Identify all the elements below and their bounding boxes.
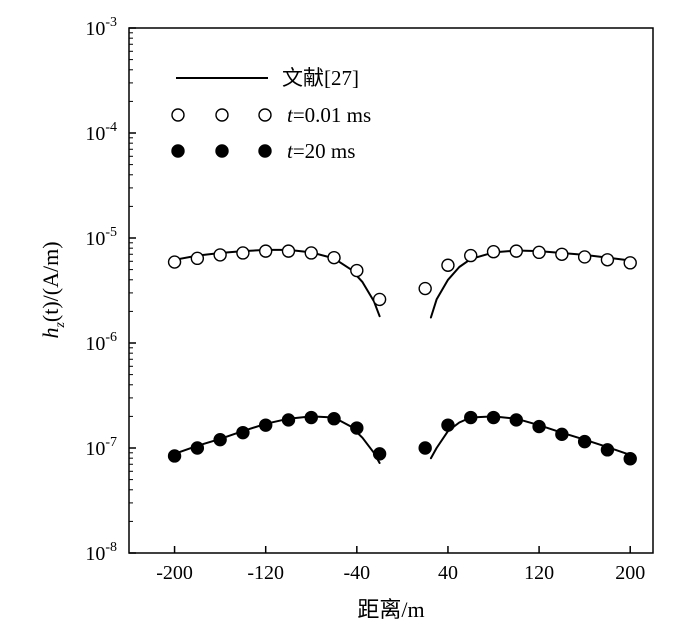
data-point-20ms: [418, 441, 432, 455]
data-point-20ms: [213, 432, 227, 447]
data-point-20ms: [509, 413, 524, 427]
data-point-0-01ms: [304, 246, 318, 260]
legend-open-marker: [215, 108, 229, 122]
reference-curve: [173, 248, 381, 318]
y-tick-label: 10-3: [85, 15, 117, 40]
legend-filled-marker: [258, 144, 272, 158]
data-point-0-01ms: [213, 248, 227, 262]
legend-label: 文献[27]: [282, 66, 359, 90]
data-point-0-01ms: [509, 244, 524, 258]
data-point-20ms: [372, 447, 387, 461]
x-tick-label: 40: [438, 562, 458, 584]
legend-label: t=0.01 ms: [287, 103, 371, 127]
data-point-0-01ms: [600, 253, 615, 267]
x-tick-label: -40: [343, 562, 370, 584]
plot-frame: [128, 27, 654, 554]
legend-label: t=20 ms: [287, 139, 355, 163]
y-axis-title: hz(t)/(A/m): [38, 241, 68, 338]
data-point-0-01ms: [555, 247, 569, 261]
y-tick-label: 10-4: [85, 120, 117, 145]
data-point-0-01ms: [623, 256, 637, 270]
x-tick-label: -120: [247, 562, 284, 584]
data-point-0-01ms: [167, 255, 182, 269]
data-point-20ms: [236, 425, 250, 440]
data-point-0-01ms: [236, 246, 250, 260]
data-point-20ms: [167, 449, 182, 463]
axis-ticks: -200 -120 -40 40 120 200 10-8 10-7 10-6 10-5 10-4 1…: [85, 15, 645, 584]
data-point-0-01ms: [577, 250, 592, 264]
data-point-0-01ms: [281, 244, 296, 258]
data-point-20ms: [464, 410, 478, 425]
data-point-20ms: [327, 412, 341, 426]
data-point-0-01ms: [190, 251, 205, 266]
data-point-0-01ms: [441, 258, 455, 272]
data-point-20ms: [304, 410, 318, 425]
data-point-0-01ms: [418, 281, 432, 296]
data-point-20ms: [532, 419, 546, 434]
data-point-0-01ms: [532, 245, 546, 260]
reference-curve: [173, 415, 381, 464]
data-point-0-01ms: [464, 248, 478, 263]
data-point-20ms: [486, 410, 501, 425]
y-tick-label: 10-5: [85, 225, 117, 250]
y-tick-label: 10-6: [85, 330, 117, 355]
x-axis-title: 距离/m: [357, 597, 424, 622]
x-tick-label: -200: [156, 562, 193, 584]
data-point-20ms: [600, 443, 615, 457]
data-point-20ms: [577, 434, 592, 449]
data-point-20ms: [190, 441, 205, 455]
data-point-20ms: [555, 427, 569, 442]
data-point-20ms: [258, 418, 273, 432]
data-point-0-01ms: [486, 245, 501, 259]
reference-curve: [429, 415, 632, 460]
data-point-0-01ms: [350, 263, 364, 278]
legend-open-marker: [171, 108, 185, 122]
legend: 文献[27] t=0.01 ms t=20 ms: [171, 66, 371, 163]
reference-curve: [429, 249, 632, 319]
data-point-0-01ms: [258, 244, 273, 258]
x-tick-label: 120: [524, 562, 554, 584]
data-point-0-01ms: [372, 292, 387, 307]
legend-open-marker: [258, 108, 272, 122]
y-tick-label: 10-8: [85, 540, 117, 565]
data-point-20ms: [281, 413, 296, 427]
legend-filled-marker: [215, 144, 229, 158]
y-tick-label: 10-7: [85, 435, 117, 460]
y-axis-title-text: hz(t)/(A/m): [38, 241, 68, 338]
data-point-20ms: [350, 421, 364, 435]
x-tick-label: 200: [615, 562, 645, 584]
legend-filled-marker: [171, 144, 185, 158]
data-point-0-01ms: [327, 250, 341, 265]
series-layer: [167, 244, 637, 466]
data-point-20ms: [441, 418, 455, 432]
data-point-20ms: [623, 452, 637, 466]
